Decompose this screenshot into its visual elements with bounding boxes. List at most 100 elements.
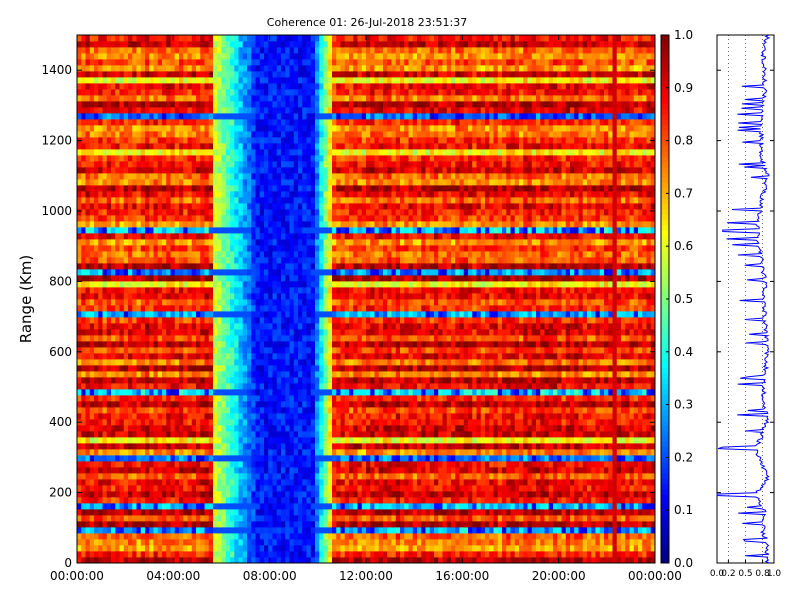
heatmap-cell <box>272 149 278 156</box>
heatmap-cell <box>174 239 180 246</box>
heatmap-cell <box>221 425 227 432</box>
heatmap-cell <box>276 257 282 264</box>
heatmap-cell <box>310 203 316 210</box>
heatmap-cell <box>208 251 214 258</box>
heatmap-cell <box>255 323 261 330</box>
heatmap-cell <box>306 467 312 474</box>
heatmap-cell <box>153 371 159 378</box>
heatmap-cell <box>102 419 108 426</box>
heatmap-cell <box>89 461 95 468</box>
heatmap-cell <box>166 203 171 210</box>
heatmap-cell <box>106 419 112 426</box>
heatmap-cell <box>196 305 201 312</box>
heatmap-cell <box>81 371 86 378</box>
heatmap-cell <box>162 233 167 240</box>
heatmap-cell <box>221 533 227 540</box>
heatmap-cell <box>251 431 256 438</box>
heatmap-cell <box>264 467 269 474</box>
heatmap-cell <box>217 77 222 84</box>
heatmap-cell <box>310 353 316 360</box>
heatmap-cell <box>272 407 278 414</box>
heatmap-cell <box>132 113 137 120</box>
heatmap-cell <box>98 341 103 348</box>
heatmap-cell <box>179 299 184 306</box>
heatmap-cell <box>289 269 295 276</box>
heatmap-cell <box>132 329 137 336</box>
heatmap-cell <box>255 125 261 132</box>
heatmap-cell <box>285 191 290 198</box>
heatmap-cell <box>204 149 210 156</box>
heatmap-cell <box>289 119 295 126</box>
heatmap-cell <box>187 527 193 534</box>
heatmap-cell <box>225 359 231 366</box>
heatmap-cell <box>149 551 154 558</box>
heatmap-cell <box>119 389 125 396</box>
heatmap-cell <box>200 209 205 216</box>
heatmap-cell <box>81 365 86 372</box>
heatmap-cell <box>204 35 210 42</box>
heatmap-cell <box>183 131 188 138</box>
heatmap-cell <box>174 197 180 204</box>
heatmap-cell <box>162 539 167 546</box>
heatmap-cell <box>289 515 295 522</box>
heatmap-cell <box>123 419 129 426</box>
heatmap-cell <box>128 41 133 48</box>
heatmap-cell <box>111 203 116 210</box>
heatmap-cell <box>157 209 163 216</box>
heatmap-cell <box>149 311 154 318</box>
heatmap-cell <box>119 485 125 492</box>
heatmap-cell <box>221 323 227 330</box>
heatmap-cell <box>196 119 201 126</box>
heatmap-cell <box>242 77 248 84</box>
heatmap-cell <box>128 227 133 234</box>
heatmap-cell <box>153 251 159 258</box>
heatmap-cell <box>111 149 116 156</box>
heatmap-cell <box>132 497 137 504</box>
heatmap-cell <box>234 257 239 264</box>
heatmap-cell <box>136 149 142 156</box>
heatmap-cell <box>128 161 133 168</box>
heatmap-cell <box>89 119 95 126</box>
heatmap-cell <box>157 401 163 408</box>
heatmap-cell <box>132 383 137 390</box>
heatmap-cell <box>162 317 167 324</box>
heatmap-cell <box>132 461 137 468</box>
heatmap-cell <box>225 299 231 306</box>
heatmap-cell <box>187 491 193 498</box>
heatmap-cell <box>238 401 244 408</box>
heatmap-cell <box>255 503 261 510</box>
heatmap-cell <box>272 293 278 300</box>
heatmap-cell <box>166 365 171 372</box>
heatmap-cell <box>89 311 95 318</box>
heatmap-cell <box>153 131 159 138</box>
heatmap-cell <box>264 269 269 276</box>
heatmap-cell <box>242 491 248 498</box>
heatmap-cell <box>268 341 273 348</box>
heatmap-cell <box>281 71 286 78</box>
heatmap-cell <box>106 497 112 504</box>
heatmap-cell <box>98 257 103 264</box>
heatmap-cell <box>153 269 159 276</box>
heatmap-cell <box>242 197 248 204</box>
heatmap-cell <box>89 167 95 174</box>
heatmap-cell <box>140 533 146 540</box>
heatmap-cell <box>259 395 265 402</box>
heatmap-cell <box>196 521 201 528</box>
heatmap-cell <box>234 203 239 210</box>
heatmap-cell <box>81 227 86 234</box>
heatmap-cell <box>242 437 248 444</box>
heatmap-cell <box>200 347 205 354</box>
heatmap-cell <box>196 191 201 198</box>
heatmap-cell <box>94 407 99 414</box>
heatmap-cell <box>298 245 303 252</box>
heatmap-cell <box>276 317 282 324</box>
heatmap-cell <box>102 323 108 330</box>
heatmap-cell <box>268 509 273 516</box>
heatmap-cell <box>234 551 239 558</box>
heatmap-cell <box>289 395 295 402</box>
heatmap-cell <box>200 179 205 186</box>
heatmap-cell <box>166 65 171 72</box>
heatmap-cell <box>187 137 193 144</box>
heatmap-cell <box>255 377 261 384</box>
heatmap-cell <box>102 425 108 432</box>
